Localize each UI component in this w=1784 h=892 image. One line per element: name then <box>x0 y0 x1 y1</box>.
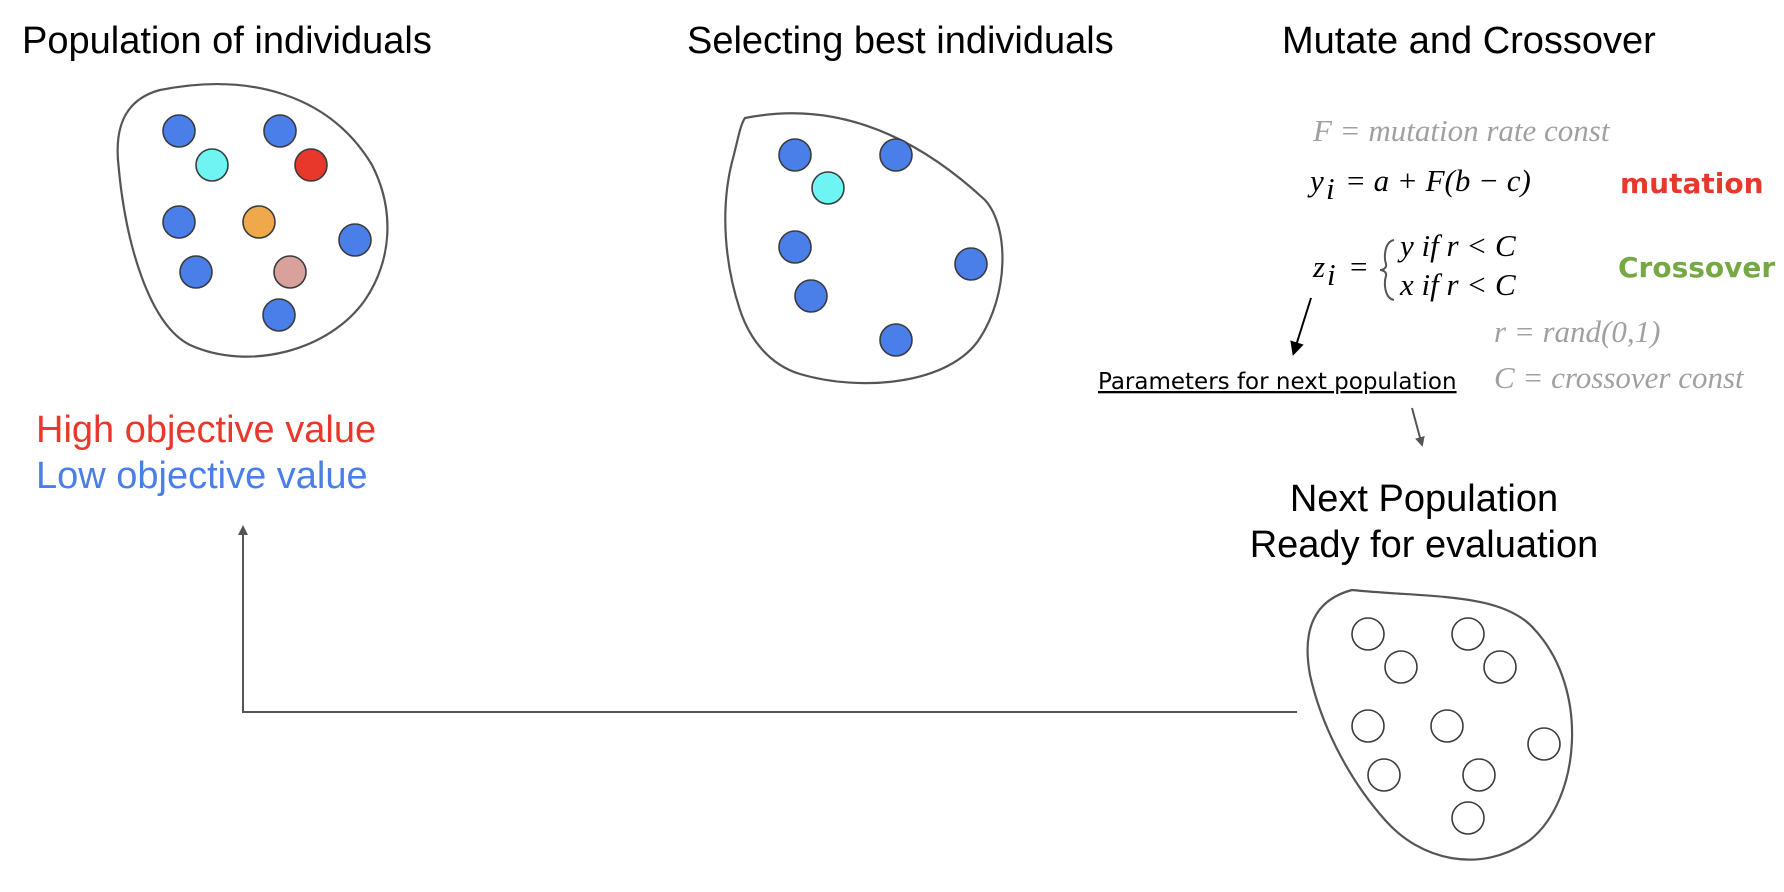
case-brace <box>1379 239 1395 301</box>
individual-dot <box>778 138 812 172</box>
z-equals: = <box>1350 249 1367 284</box>
individual-dot <box>1527 727 1561 761</box>
individual-dot <box>1351 617 1385 651</box>
individual-dot <box>1451 801 1485 835</box>
selected-population <box>778 138 988 357</box>
to-next-population-arrow <box>1411 407 1425 447</box>
selected-population-blob <box>724 112 1004 385</box>
individual-dot <box>1430 709 1464 743</box>
next-population <box>1351 617 1561 835</box>
individual-dot <box>262 298 296 332</box>
individual-dot <box>879 138 913 172</box>
individual-dot <box>263 114 297 148</box>
individual-dot <box>1384 650 1418 684</box>
crossover-case-1: y if r < C <box>1397 228 1516 263</box>
z-symbol: z <box>1312 249 1325 284</box>
individual-dot <box>338 223 372 257</box>
legend-low-objective: Low objective value <box>36 455 368 497</box>
individual-dot <box>794 279 828 313</box>
crossover-const-definition: C = crossover const <box>1494 360 1745 395</box>
next-population-title: Next Population <box>1290 478 1558 520</box>
individual-dot <box>1367 758 1401 792</box>
individual-dot <box>879 323 913 357</box>
parameters-annotation: Parameters for next population <box>1098 369 1457 395</box>
individual-dot <box>778 230 812 264</box>
mutation-rate-definition: F = mutation rate const <box>1312 113 1611 148</box>
individual-dot <box>1462 758 1496 792</box>
crossover-tag: Crossover <box>1618 251 1775 284</box>
mutation-formula: y i = a + F(b − c) <box>1307 163 1531 206</box>
y-subscript: i <box>1326 171 1335 206</box>
initial-population <box>162 114 372 332</box>
y-symbol: y <box>1307 163 1324 198</box>
mutate-crossover-title: Mutate and Crossover <box>1282 20 1656 62</box>
individual-dot <box>1451 617 1485 651</box>
mutation-rhs: = a + F(b − c) <box>1345 163 1531 198</box>
crossover-formula: z i = y if r < C x if r < C <box>1312 228 1516 302</box>
individual-dot <box>242 205 276 239</box>
individual-dot <box>179 255 213 289</box>
individual-dot <box>1483 650 1517 684</box>
mutation-tag: mutation <box>1620 167 1764 200</box>
individual-dot <box>954 247 988 281</box>
individual-dot <box>1351 709 1385 743</box>
legend-high-objective: High objective value <box>36 409 376 451</box>
population-title: Population of individuals <box>22 20 432 62</box>
individual-dot <box>195 148 229 182</box>
crossover-case-2: x if r < C <box>1399 267 1516 302</box>
individual-dot <box>162 114 196 148</box>
individual-dot <box>294 148 328 182</box>
individual-dot <box>273 255 307 289</box>
individual-dot <box>811 171 845 205</box>
ready-for-evaluation-title: Ready for evaluation <box>1250 524 1599 566</box>
selecting-title: Selecting best individuals <box>687 20 1114 62</box>
parameters-arrow <box>1290 297 1312 356</box>
random-definition: r = rand(0,1) <box>1494 314 1660 349</box>
feedback-loop-arrow <box>238 525 1297 713</box>
z-subscript: i <box>1327 257 1336 292</box>
individual-dot <box>162 205 196 239</box>
